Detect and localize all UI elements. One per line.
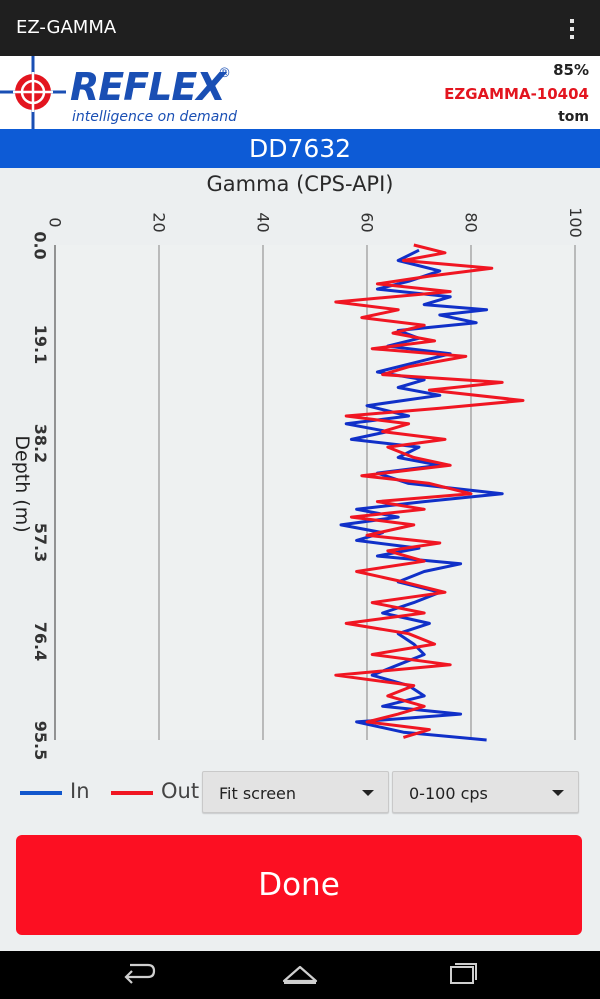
- chart-title: Gamma (CPS-API): [206, 172, 394, 196]
- battery-percent: 85%: [553, 61, 589, 79]
- user-name: tom: [558, 109, 589, 125]
- hole-name: DD7632: [248, 134, 352, 163]
- logo-wordmark: REFLEX: [70, 65, 226, 109]
- done-button[interactable]: Done: [16, 835, 582, 935]
- series-in-line: [339, 248, 504, 742]
- overflow-menu-icon[interactable]: [564, 16, 580, 42]
- legend-in-label: In: [70, 779, 90, 803]
- device-id: EZGAMMA-10404: [444, 85, 589, 103]
- hole-name-bar: DD7632: [0, 129, 600, 168]
- back-icon[interactable]: [118, 951, 158, 999]
- action-bar: EZ-GAMMA: [0, 0, 600, 56]
- gamma-log-chart: [54, 243, 576, 742]
- system-nav-bar: [0, 951, 600, 999]
- home-icon[interactable]: [280, 951, 320, 999]
- legend-in-swatch: [20, 791, 62, 795]
- dropdown-arrow-icon: [362, 790, 374, 796]
- legend-out-swatch: [111, 791, 153, 795]
- reflex-logo: REFLEX ® intelligence on demand: [0, 56, 240, 129]
- recent-apps-icon[interactable]: [442, 951, 482, 999]
- logo-tagline: intelligence on demand: [72, 109, 238, 125]
- logo-registered-mark: ®: [218, 66, 231, 81]
- range-value: 0-100 cps: [409, 784, 488, 803]
- legend-out-label: Out: [161, 779, 200, 803]
- series-out-line: [334, 243, 525, 739]
- header: REFLEX ® intelligence on demand 85% EZGA…: [0, 56, 600, 129]
- scale-mode-dropdown[interactable]: Fit screen: [202, 771, 389, 813]
- app-title: EZ-GAMMA: [16, 17, 117, 38]
- range-dropdown[interactable]: 0-100 cps: [392, 771, 579, 813]
- dropdown-arrow-icon: [552, 790, 564, 796]
- scale-mode-value: Fit screen: [219, 784, 297, 803]
- crosshair-logo-icon: [0, 56, 66, 129]
